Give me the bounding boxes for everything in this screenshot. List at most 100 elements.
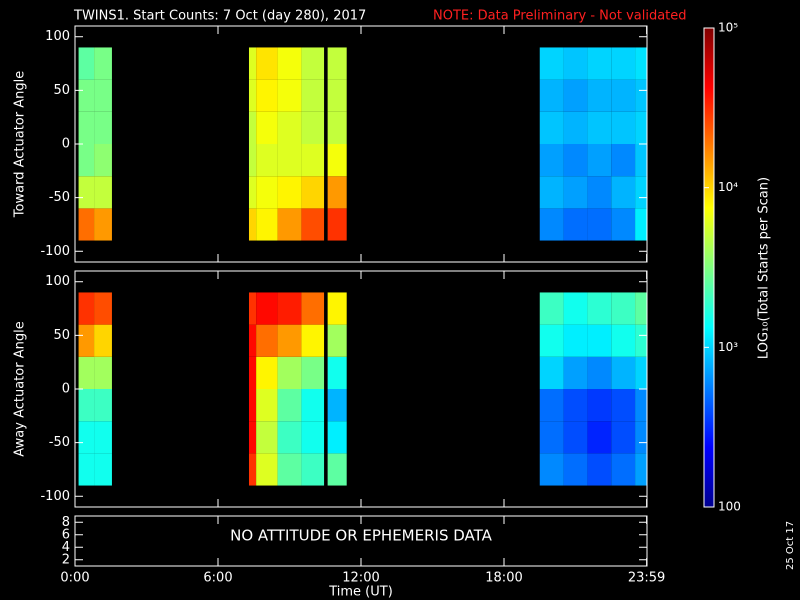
heatmap-cell [611, 176, 636, 209]
heatmap-cell [78, 144, 95, 177]
heatmap-cell [94, 356, 112, 389]
heatmap-cell [563, 292, 588, 325]
heatmap-cell [587, 79, 612, 112]
heatmap-cell [587, 356, 612, 389]
heatmap-cell [539, 176, 564, 209]
heatmap-cell [327, 47, 347, 80]
heatmap-cell [563, 421, 588, 454]
heatmap-cell [611, 111, 636, 144]
note: NOTE: Data Preliminary - Not validated [433, 9, 687, 24]
heatmap-cell [611, 421, 636, 454]
heatmap-cell [539, 144, 564, 177]
heatmap-cell [94, 144, 112, 177]
heatmap-cell [256, 176, 278, 209]
heatmap-cell [563, 111, 588, 144]
heatmap-cell [277, 111, 302, 144]
heatmap-cell [635, 324, 647, 357]
heatmap-cell [301, 111, 325, 144]
heatmap-cell [635, 111, 647, 144]
heatmap-cell [539, 453, 564, 486]
colorbar-label: LOG₁₀(Total Starts per Scan) [757, 177, 772, 359]
heatmap-cell [563, 389, 588, 422]
heatmap-cell [563, 144, 588, 177]
heatmap-cell [611, 324, 636, 357]
heatmap-cell [635, 144, 647, 177]
heatmap-cell [277, 389, 302, 422]
heatmap-cell [248, 176, 257, 209]
heatmap-cell [78, 111, 95, 144]
heatmap-cell [563, 356, 588, 389]
heatmap-cell [635, 79, 647, 112]
heatmap-cell [256, 356, 278, 389]
heatmap-cell [327, 176, 347, 209]
heatmap-cell [539, 389, 564, 422]
heatmap-cell [78, 453, 95, 486]
heatmap-cell [587, 421, 612, 454]
heatmap-cell [327, 453, 347, 486]
y-tick-label: 0 [62, 137, 70, 152]
heatmap-cell [94, 421, 112, 454]
heatmap-cell [539, 47, 564, 80]
heatmap-cell [277, 356, 302, 389]
y-tick-label: 0 [62, 382, 70, 397]
heatmap-cell [327, 208, 347, 241]
heatmap-cell [248, 324, 257, 357]
heatmap-cell [587, 144, 612, 177]
y-tick-label: 50 [53, 83, 70, 98]
heatmap-cell [248, 79, 257, 112]
heatmap-cell [256, 111, 278, 144]
heatmap-cell [301, 292, 325, 325]
heatmap-cell [539, 356, 564, 389]
heatmap-cell [94, 453, 112, 486]
heatmap-cell [327, 356, 347, 389]
heatmap-cell [256, 292, 278, 325]
heatmap-cell [587, 389, 612, 422]
y-tick-label: 8 [62, 515, 70, 530]
heatmap-cell [248, 208, 257, 241]
heatmap-cell [248, 421, 257, 454]
heatmap-cell [587, 47, 612, 80]
heatmap-cell [256, 208, 278, 241]
date-stamp: 25 Oct 17 [785, 521, 796, 570]
heatmap-cell [277, 47, 302, 80]
heatmap-cell [635, 208, 647, 241]
heatmap-cell [301, 389, 325, 422]
heatmap-cell [78, 176, 95, 209]
heatmap-cell [611, 47, 636, 80]
heatmap-cell [256, 79, 278, 112]
heatmap-cell [563, 208, 588, 241]
heatmap-cell [94, 111, 112, 144]
chart-title: TWINS1. Start Counts: 7 Oct (day 280), 2… [73, 9, 366, 24]
heatmap-cell [256, 453, 278, 486]
heatmap-cell [248, 389, 257, 422]
heatmap-cell [94, 389, 112, 422]
heatmap-cell [327, 79, 347, 112]
heatmap-cell [635, 421, 647, 454]
heatmap-cell [301, 208, 325, 241]
heatmap-cell [635, 356, 647, 389]
heatmap-cell [301, 421, 325, 454]
x-tick-label: 18:00 [485, 571, 522, 586]
heatmap-cell [78, 79, 95, 112]
heatmap-cell [94, 324, 112, 357]
heatmap-cell [256, 144, 278, 177]
heatmap-cell [301, 176, 325, 209]
heatmap-cell [248, 453, 257, 486]
heatmap-cell [248, 47, 257, 80]
x-axis-label: Time (UT) [328, 585, 393, 600]
colorbar-tick-label: 100 [718, 500, 741, 514]
heatmap-cell [94, 208, 112, 241]
heatmap-cell [611, 144, 636, 177]
heatmap-cell [256, 389, 278, 422]
heatmap-cell [635, 176, 647, 209]
heatmap-cell [327, 421, 347, 454]
heatmap-cell [563, 453, 588, 486]
heatmap-cell [256, 324, 278, 357]
heatmap-cell [301, 47, 325, 80]
heatmap-cell [539, 292, 564, 325]
heatmap-cell [248, 111, 257, 144]
heatmap-cell [587, 324, 612, 357]
heatmap-cell [611, 356, 636, 389]
heatmap-cell [635, 292, 647, 325]
